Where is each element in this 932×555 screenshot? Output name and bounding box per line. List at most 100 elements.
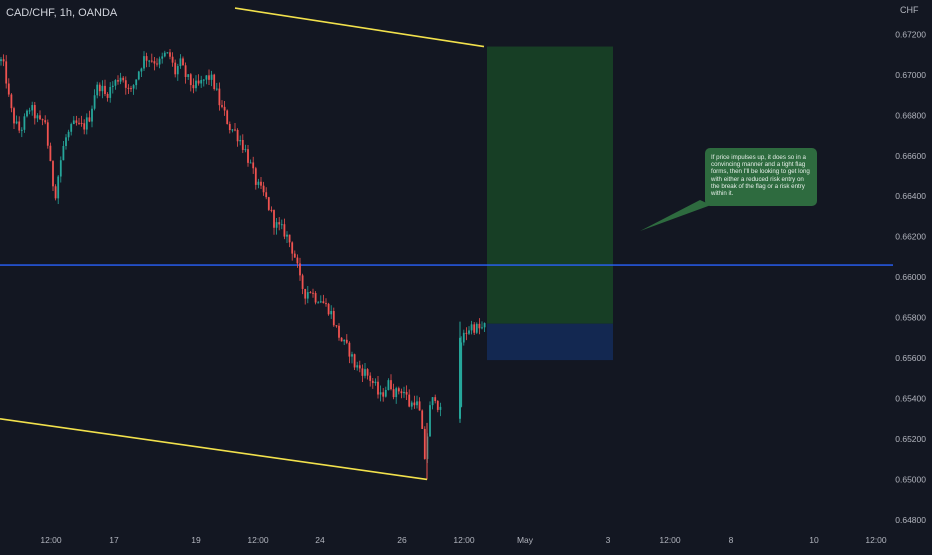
candle-body (96, 84, 99, 96)
candle-body (7, 83, 10, 95)
candle-body (247, 149, 249, 163)
candle-body (257, 181, 260, 185)
candle-body (439, 406, 442, 410)
candle-body (57, 176, 60, 199)
annotation-note[interactable]: If price impulses up, it does so in a co… (705, 148, 817, 206)
candles-layer (0, 49, 486, 480)
candle-body (299, 263, 301, 276)
candle-body (140, 68, 143, 72)
candle-body (210, 74, 213, 80)
price-tick-label: 0.67000 (895, 70, 926, 80)
upper-trendline (234, 7, 485, 48)
candle-body (15, 121, 18, 124)
candle-body (78, 122, 80, 124)
candle-body (358, 365, 361, 369)
time-tick-label: 17 (109, 535, 119, 545)
candle-body (468, 330, 470, 334)
candle-body (314, 293, 317, 303)
candle-body (189, 74, 192, 86)
candle-body (312, 292, 314, 294)
candle-body (296, 257, 299, 264)
price-axis[interactable]: 0.67200 0.67000 0.66800 0.66600 0.66400 0.662… (895, 29, 926, 525)
time-tick-label: 19 (191, 535, 201, 545)
candle-body (41, 119, 44, 121)
candle-body (122, 77, 125, 81)
time-axis[interactable]: 12:00 17 19 12:00 24 26 12:00 May 3 12:00 8 10 12:00 (40, 535, 887, 545)
candle-body (200, 80, 203, 84)
candle-body (101, 85, 104, 92)
candle-body (293, 253, 296, 258)
candle-body (52, 161, 54, 187)
candle-body (104, 85, 106, 94)
candle-body (374, 381, 377, 384)
candle-body (418, 401, 421, 411)
candle-body (39, 115, 41, 120)
time-tick-label: 26 (397, 535, 407, 545)
trendlines-layer (0, 7, 485, 481)
candle-body (72, 120, 75, 125)
candle-body (218, 88, 221, 106)
price-tick-label: 0.64800 (895, 515, 926, 525)
candle-body (366, 369, 369, 376)
callout-pointer (640, 200, 711, 231)
candle-body (397, 388, 400, 392)
candle-body (93, 95, 96, 109)
candle-body (132, 85, 135, 89)
candle-body (343, 339, 346, 342)
time-tick-label: 12:00 (865, 535, 887, 545)
price-tick-label: 0.66200 (895, 232, 926, 242)
candle-body (436, 400, 439, 410)
candle-body (405, 391, 408, 395)
candle-body (197, 80, 200, 84)
candle-body (171, 56, 174, 63)
candle-body (309, 292, 312, 294)
candle-body (202, 79, 205, 81)
candle-body (70, 124, 73, 132)
candle-body (161, 56, 164, 59)
candle-body (291, 242, 294, 254)
time-tick-label: 3 (606, 535, 611, 545)
candle-body (67, 131, 70, 138)
candle-body (213, 74, 216, 89)
candle-body (473, 324, 476, 333)
candle-body (231, 129, 234, 131)
candle-body (384, 389, 387, 397)
candle-body (135, 79, 138, 86)
candle-body (395, 388, 398, 398)
candle-body (85, 117, 88, 130)
target-zone (487, 46, 613, 324)
price-tick-label: 0.67200 (895, 29, 926, 39)
candle-body (431, 397, 434, 406)
candle-body (2, 59, 5, 62)
candle-body (98, 84, 101, 92)
position-zones (487, 46, 613, 361)
candle-body (195, 80, 197, 89)
candle-body (483, 323, 486, 328)
stop-zone (487, 323, 613, 361)
candle-body (234, 129, 236, 131)
candle-body (205, 75, 208, 80)
candle-body (215, 88, 218, 90)
candle-body (338, 325, 340, 338)
candle-body (223, 106, 226, 111)
candle-body (288, 234, 291, 243)
candle-body (83, 123, 86, 130)
candle-body (280, 224, 283, 226)
candle-body (403, 391, 405, 394)
candle-body (400, 391, 403, 394)
candle-body (163, 52, 166, 57)
price-tick-label: 0.65000 (895, 474, 926, 484)
candle-body (273, 210, 275, 228)
candle-body (208, 75, 210, 80)
candle-body (166, 52, 169, 54)
candle-body (174, 62, 177, 75)
callout-layer (640, 200, 711, 231)
candle-body (330, 311, 333, 315)
candle-body (301, 275, 304, 289)
candle-body (390, 380, 392, 390)
candle-body (345, 339, 348, 343)
candle-body (192, 85, 195, 89)
candle-body (13, 108, 15, 124)
